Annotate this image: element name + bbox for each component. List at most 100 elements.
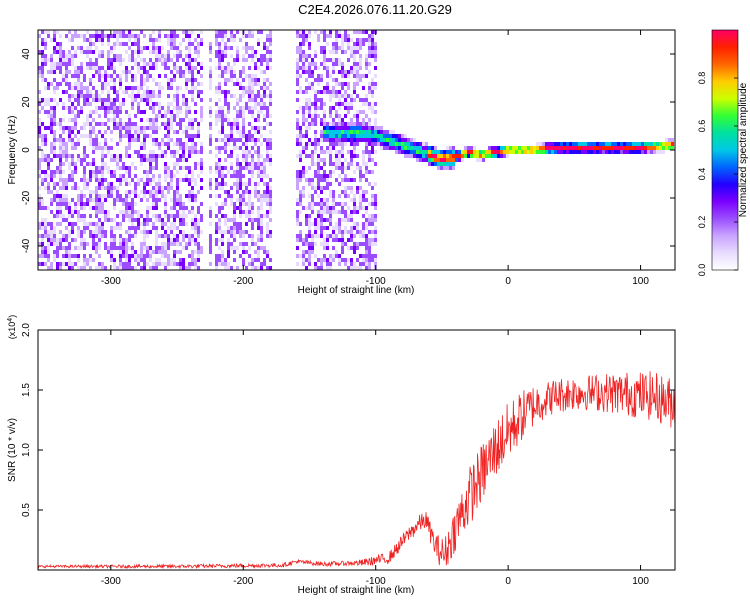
spectrogram-cell	[95, 38, 98, 42]
spectrogram-cell	[359, 242, 362, 246]
spectrogram-cell	[335, 82, 338, 86]
spectrogram-cell	[164, 178, 167, 182]
spectrogram-cell	[59, 82, 62, 86]
spectrogram-cell	[593, 150, 596, 154]
spectrogram-cell	[224, 138, 227, 142]
spectrogram-cell	[215, 202, 218, 206]
spectrogram-cell	[221, 226, 224, 230]
spectrogram-cell	[356, 166, 359, 170]
spectrogram-cell	[59, 194, 62, 198]
spectrogram-cell	[356, 82, 359, 86]
spectrogram-cell	[251, 78, 254, 82]
spectrogram-cell	[89, 34, 92, 38]
spectrogram-cell	[305, 98, 308, 102]
spectrogram-cell	[182, 210, 185, 214]
spectrogram-cell	[194, 194, 197, 198]
spectrogram-cell	[182, 182, 185, 186]
spectrogram-cell	[53, 198, 56, 202]
spectrogram-cell	[143, 206, 146, 210]
spectrogram-cell	[383, 146, 386, 150]
spectrogram-cell	[167, 58, 170, 62]
spectrogram-cell	[320, 134, 323, 138]
spectrogram-cell	[137, 222, 140, 226]
spectrogram-cell	[353, 74, 356, 78]
spectrogram-cell	[137, 54, 140, 58]
spectrogram-cell	[137, 154, 140, 158]
spectrogram-cell	[152, 42, 155, 46]
spectrogram-cell	[125, 202, 128, 206]
spectrogram-cell	[251, 110, 254, 114]
spectrogram-cell	[167, 182, 170, 186]
spectrogram-cell	[134, 166, 137, 170]
spectrogram-cell	[221, 50, 224, 54]
spectrogram-cell	[116, 98, 119, 102]
spectrogram-cell	[86, 102, 89, 106]
spectrogram-cell	[68, 50, 71, 54]
spectrogram-cell	[146, 46, 149, 50]
spectrogram-cell	[50, 230, 53, 234]
spectrogram-cell	[263, 78, 266, 82]
spectrogram-cell	[128, 218, 131, 222]
spectrogram-cell	[86, 198, 89, 202]
spectrogram-cell	[362, 74, 365, 78]
spectrogram-cell	[254, 218, 257, 222]
spectrogram-cell	[314, 150, 317, 154]
spectrogram-cell	[458, 158, 461, 162]
spectrogram-cell	[116, 38, 119, 42]
spectrogram-cell	[335, 58, 338, 62]
spectrogram-cell	[53, 106, 56, 110]
spectrogram-cell	[344, 50, 347, 54]
spectrogram-cell	[173, 38, 176, 42]
spectrogram-cell	[131, 42, 134, 46]
spectrogram-cell	[332, 138, 335, 142]
spectrogram-cell	[338, 250, 341, 254]
spectrogram-cell	[236, 178, 239, 182]
spectrogram-cell	[347, 230, 350, 234]
spectrogram-cell	[263, 234, 266, 238]
spectrogram-cell	[257, 102, 260, 106]
spectrogram-cell	[170, 258, 173, 262]
spectrogram-cell	[197, 90, 200, 94]
spectrogram-cell	[260, 110, 263, 114]
spectrogram-cell	[137, 218, 140, 222]
spectrogram-cell	[50, 222, 53, 226]
spectrogram-cell	[215, 258, 218, 262]
spectrogram-cell	[542, 150, 545, 154]
spectrogram-cell	[62, 62, 65, 66]
spectrogram-cell	[77, 98, 80, 102]
snr-x-tick-label: -100	[366, 576, 386, 587]
spectrogram-cell	[191, 70, 194, 74]
spectrogram-cell	[326, 258, 329, 262]
spectrogram-cell	[41, 58, 44, 62]
spectrogram-cell	[218, 54, 221, 58]
spectrogram-cell	[335, 178, 338, 182]
spectrogram-cell	[344, 70, 347, 74]
spectrogram-cell	[524, 146, 527, 150]
spectrogram-cell	[263, 94, 266, 98]
spectrogram-cell	[101, 150, 104, 154]
spectrogram-cell	[344, 258, 347, 262]
spectrogram-cell	[164, 246, 167, 250]
spectrogram-cell	[584, 142, 587, 146]
spectrogram-cell	[248, 202, 251, 206]
spectrogram-cell	[68, 110, 71, 114]
spectrogram-cell	[161, 194, 164, 198]
spectrogram-cell	[173, 234, 176, 238]
spectrogram-cell	[329, 122, 332, 126]
spectrogram-cell	[143, 170, 146, 174]
spectrogram-cell	[359, 114, 362, 118]
spectrogram-cell	[227, 262, 230, 266]
spectrogram-cell	[266, 50, 269, 54]
spectrogram-cell	[314, 170, 317, 174]
spectrogram-cell	[356, 258, 359, 262]
spectrogram-cell	[329, 182, 332, 186]
spectrogram-cell	[188, 170, 191, 174]
spectrogram-cell	[53, 110, 56, 114]
spectrogram-cell	[161, 138, 164, 142]
spectrogram-cell	[347, 258, 350, 262]
spectrogram-cell	[233, 126, 236, 130]
spectrogram-cell	[233, 70, 236, 74]
spectrogram-cell	[404, 150, 407, 154]
spectrogram-cell	[371, 110, 374, 114]
spectrogram-cell	[221, 114, 224, 118]
